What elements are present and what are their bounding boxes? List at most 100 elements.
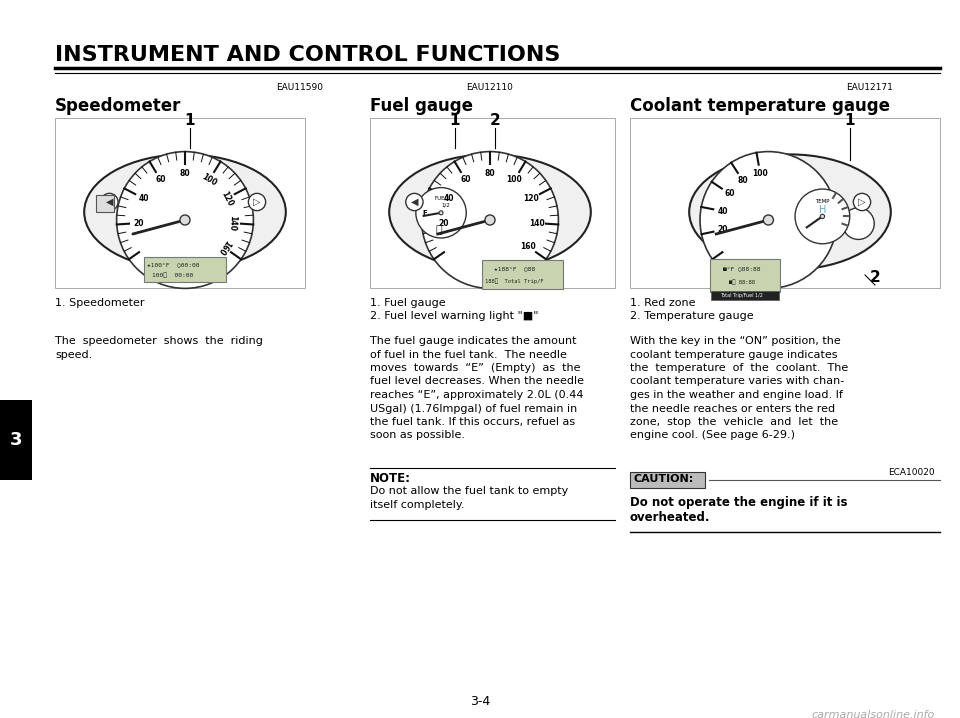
Text: 3: 3	[10, 431, 22, 449]
Text: overheated.: overheated.	[630, 511, 710, 524]
Circle shape	[421, 151, 559, 289]
Text: 1: 1	[184, 113, 195, 128]
Text: ■℃ 88:88: ■℃ 88:88	[729, 279, 755, 285]
Text: 140: 140	[529, 218, 544, 228]
Text: 100℃  00:00: 100℃ 00:00	[153, 272, 194, 278]
Text: 1: 1	[845, 113, 855, 128]
Text: Total Trip/Fuel 1/2: Total Trip/Fuel 1/2	[720, 293, 763, 298]
Text: ◀: ◀	[106, 197, 113, 207]
Text: H: H	[819, 205, 827, 215]
Text: of fuel in the fuel tank.  The needle: of fuel in the fuel tank. The needle	[370, 350, 566, 360]
Text: 160: 160	[215, 238, 231, 256]
Circle shape	[795, 189, 850, 243]
Text: 1: 1	[449, 113, 460, 128]
Circle shape	[439, 211, 444, 215]
Text: FUEL: FUEL	[434, 197, 447, 202]
Text: 188℃  Total Trip/F: 188℃ Total Trip/F	[485, 278, 543, 284]
Text: 2: 2	[490, 113, 500, 128]
Circle shape	[116, 151, 253, 289]
Text: With the key in the “ON” position, the: With the key in the “ON” position, the	[630, 336, 841, 346]
Text: 60: 60	[156, 175, 166, 185]
Text: ★188°F  ○88: ★188°F ○88	[493, 266, 535, 271]
Text: ges in the weather and engine load. If: ges in the weather and engine load. If	[630, 390, 843, 400]
Text: 160: 160	[520, 243, 537, 251]
Text: 120: 120	[219, 190, 234, 208]
Text: 80: 80	[180, 169, 190, 177]
Text: fuel level decreases. When the needle: fuel level decreases. When the needle	[370, 376, 584, 386]
Text: 2. Fuel level warning light "■": 2. Fuel level warning light "■"	[370, 311, 539, 321]
FancyBboxPatch shape	[482, 260, 563, 289]
Text: ▷: ▷	[858, 197, 866, 207]
Text: 20: 20	[133, 218, 144, 228]
Ellipse shape	[389, 154, 590, 269]
Text: CAUTION:: CAUTION:	[634, 474, 694, 484]
FancyBboxPatch shape	[710, 291, 780, 300]
Text: F: F	[422, 210, 427, 216]
Text: 1. Speedometer: 1. Speedometer	[55, 298, 145, 308]
Text: moves  towards  “E”  (Empty)  as  the: moves towards “E” (Empty) as the	[370, 363, 581, 373]
Circle shape	[101, 193, 118, 210]
Text: 80: 80	[485, 169, 495, 177]
Text: 40: 40	[138, 194, 149, 203]
Text: ⬛: ⬛	[435, 225, 442, 236]
Text: 20: 20	[438, 218, 448, 228]
Text: 120: 120	[523, 194, 540, 203]
Text: Do not allow the fuel tank to empty: Do not allow the fuel tank to empty	[370, 486, 568, 496]
Text: INSTRUMENT AND CONTROL FUNCTIONS: INSTRUMENT AND CONTROL FUNCTIONS	[55, 45, 561, 65]
Text: 100: 100	[753, 169, 768, 178]
Text: 1/2: 1/2	[442, 202, 450, 208]
Text: speed.: speed.	[55, 350, 92, 360]
Text: 1. Red zone: 1. Red zone	[630, 298, 695, 308]
Text: 100: 100	[201, 172, 218, 188]
FancyBboxPatch shape	[630, 472, 705, 488]
Text: itself completely.: itself completely.	[370, 500, 465, 510]
Text: reaches “E”, approximately 2.0L (0.44: reaches “E”, approximately 2.0L (0.44	[370, 390, 584, 400]
Ellipse shape	[689, 154, 891, 269]
Text: NOTE:: NOTE:	[370, 472, 411, 485]
Circle shape	[249, 193, 266, 210]
Text: Speedometer: Speedometer	[55, 97, 181, 115]
Text: Coolant temperature gauge: Coolant temperature gauge	[630, 97, 890, 115]
Text: Do not operate the engine if it is: Do not operate the engine if it is	[630, 496, 848, 509]
Text: 100: 100	[507, 175, 522, 185]
Text: USgal) (1.76lmpgal) of fuel remain in: USgal) (1.76lmpgal) of fuel remain in	[370, 404, 577, 414]
FancyBboxPatch shape	[144, 257, 226, 282]
Text: 2. Temperature gauge: 2. Temperature gauge	[630, 311, 754, 321]
Circle shape	[180, 215, 190, 225]
Circle shape	[843, 208, 875, 239]
Circle shape	[820, 214, 825, 218]
Text: coolant temperature varies with chan-: coolant temperature varies with chan-	[630, 376, 844, 386]
Ellipse shape	[84, 154, 286, 269]
Text: the needle reaches or enters the red: the needle reaches or enters the red	[630, 404, 835, 414]
Circle shape	[763, 215, 774, 225]
Circle shape	[416, 187, 467, 238]
Text: engine cool. (See page 6-29.): engine cool. (See page 6-29.)	[630, 431, 795, 441]
FancyBboxPatch shape	[96, 195, 114, 213]
Text: The fuel gauge indicates the amount: The fuel gauge indicates the amount	[370, 336, 577, 346]
Text: ◀: ◀	[411, 197, 419, 207]
Circle shape	[485, 215, 495, 225]
Bar	[0, 400, 32, 480]
Text: soon as possible.: soon as possible.	[370, 431, 465, 441]
Text: ECA10020: ECA10020	[888, 468, 935, 477]
Text: TEMP: TEMP	[815, 199, 829, 204]
Text: the  temperature  of  the  coolant.  The: the temperature of the coolant. The	[630, 363, 849, 373]
Text: EAU12171: EAU12171	[847, 83, 894, 92]
Text: 60: 60	[725, 190, 734, 198]
Text: 80: 80	[737, 176, 748, 185]
Circle shape	[700, 151, 837, 289]
Text: Fuel gauge: Fuel gauge	[370, 97, 473, 115]
Text: ▷: ▷	[253, 197, 261, 207]
Text: The  speedometer  shows  the  riding: The speedometer shows the riding	[55, 336, 263, 346]
Text: 60: 60	[461, 175, 471, 185]
Text: 40: 40	[717, 207, 728, 215]
Text: 40: 40	[444, 194, 454, 203]
Text: EAU12110: EAU12110	[467, 83, 514, 92]
Circle shape	[853, 193, 871, 210]
Text: carmanualsonline.info: carmanualsonline.info	[812, 710, 935, 718]
Text: 1. Fuel gauge: 1. Fuel gauge	[370, 298, 445, 308]
Text: EAU11590: EAU11590	[276, 83, 324, 92]
Text: zone,  stop  the  vehicle  and  let  the: zone, stop the vehicle and let the	[630, 417, 838, 427]
Text: 2: 2	[870, 270, 880, 285]
Circle shape	[406, 193, 423, 210]
